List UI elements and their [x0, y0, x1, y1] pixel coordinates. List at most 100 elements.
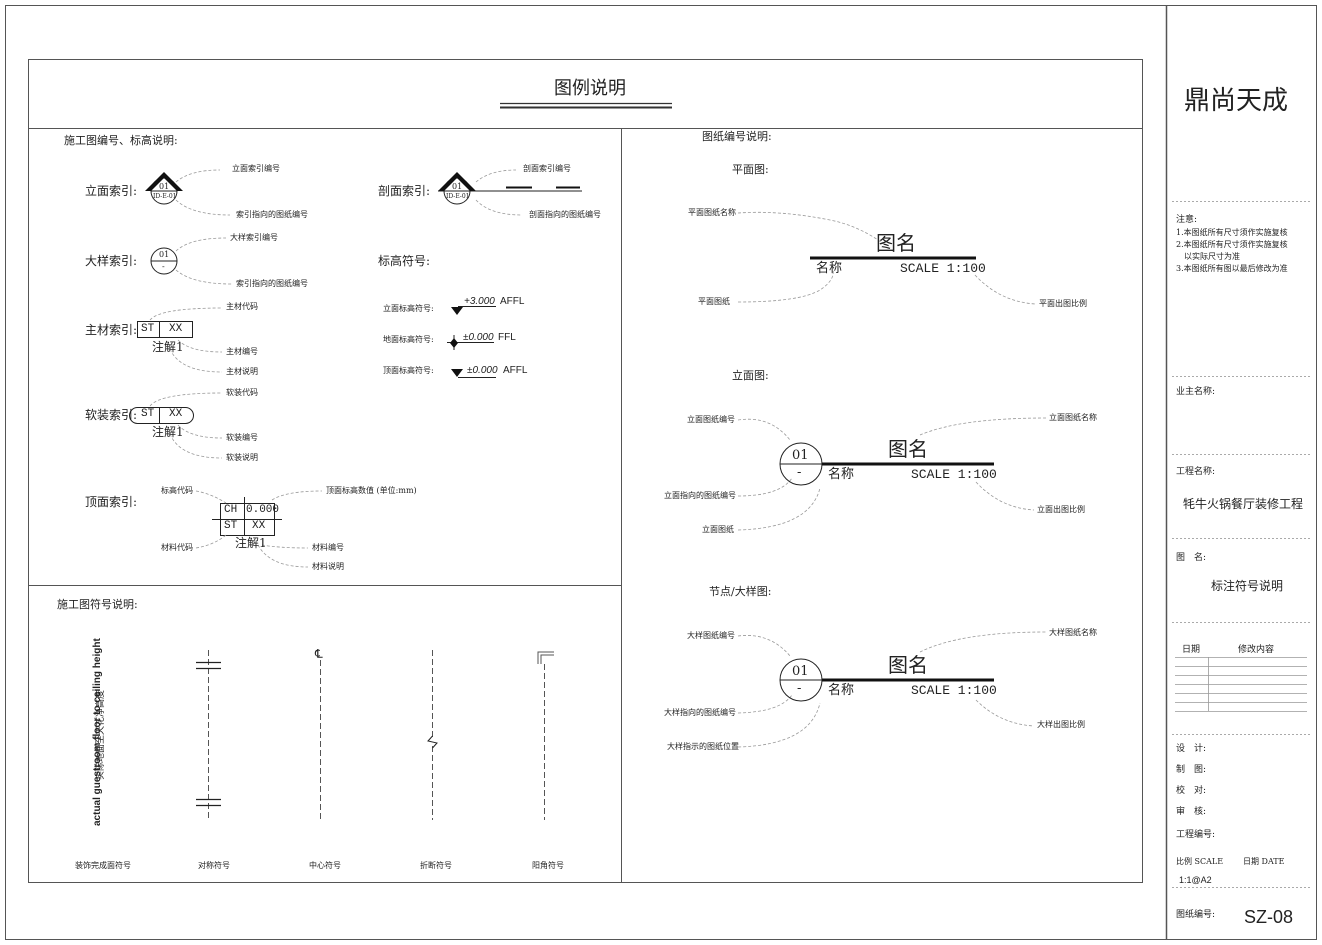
elev-num: 01: [792, 448, 809, 463]
drawing-label: 图 名:: [1176, 553, 1207, 563]
soft-index-note: 注解1: [152, 425, 184, 439]
section-index-note-top: 剖面索引编号: [523, 164, 571, 173]
section-index-note-bottom: 剖面指向的图纸编号: [529, 210, 601, 219]
revision-date-header: 日期: [1182, 645, 1201, 655]
reviewer-label: 审 核:: [1176, 807, 1207, 817]
drafter-label: 制 图:: [1176, 765, 1207, 775]
legend-title: 图例说明: [554, 78, 626, 99]
soft-note-desc: 软装说明: [226, 453, 258, 462]
project-label: 工程名称:: [1176, 467, 1216, 477]
finish-vertical-en: actual guestroom floor to ceiling height: [92, 638, 103, 826]
plan-title: 图名: [876, 231, 916, 255]
section-title-sheets: 图纸编号说明:: [702, 130, 772, 143]
ceiling-index-num: XX: [252, 520, 266, 532]
designer-label: 设 计:: [1176, 744, 1207, 754]
note-1: 1.本图纸所有尺寸须作实施复核: [1176, 228, 1288, 237]
note-3: 3.本图纸所有图以最后修改为准: [1176, 264, 1288, 273]
corner-symbol-label: 阳角符号: [532, 861, 564, 870]
floor-level-suffix: FFL: [498, 332, 516, 343]
floor-level-value: ±0.000: [463, 332, 494, 343]
center-symbol-label: 中心符号: [309, 861, 341, 870]
date-label: 日期 DATE: [1243, 857, 1285, 866]
revision-content-header: 修改内容: [1238, 645, 1275, 655]
sheet-no-label: 图纸编号:: [1176, 910, 1216, 920]
elev-target-note: 立面指向的图纸编号: [664, 491, 736, 500]
owner-label: 业主名称:: [1176, 387, 1216, 397]
elev-scale-note: 立面出图比例: [1037, 505, 1085, 514]
detail-num: 01: [792, 664, 809, 679]
elev-index-label: 立面索引:: [85, 184, 138, 198]
ceil-level-suffix: AFFL: [503, 365, 528, 376]
ceiling-note-value: 顶面标高数值 (单位:mm): [326, 486, 417, 495]
elev-title: 图名: [888, 437, 928, 461]
section-index-sheet: ID-E-01: [446, 193, 470, 200]
ceiling-note-mat-desc: 材料说明: [312, 562, 344, 571]
plan-scale: SCALE 1:100: [900, 261, 986, 276]
detail-title-note: 大样图纸名称: [1049, 628, 1097, 637]
soft-note-code: 软装代码: [226, 388, 258, 397]
detail-scale: SCALE 1:100: [911, 683, 997, 698]
elev-sheet-note: 立面图纸: [702, 525, 734, 534]
ceiling-note-level-code: 标高代码: [161, 486, 193, 495]
elev-label: 立面图:: [732, 369, 769, 382]
soft-index-label: 软装索引:: [85, 408, 138, 422]
elev-index-note-bottom: 索引指向的图纸编号: [236, 210, 308, 219]
detail-pos-note: 大样指示的图纸位置: [667, 742, 739, 751]
section-title-symbols: 施工图符号说明:: [57, 598, 138, 611]
sheet-no: SZ-08: [1244, 907, 1294, 927]
elev-index-sheet: ID-E-01: [153, 193, 177, 200]
project-name: 牦牛火锅餐厅装修工程: [1183, 497, 1304, 511]
ceiling-index-height: 0.000: [246, 504, 280, 516]
checker-label: 校 对:: [1176, 786, 1207, 796]
finish-symbol-label: 装饰完成面符号: [75, 861, 131, 870]
floor-level-label: 地面标高符号:: [383, 335, 434, 344]
detail-num-note: 大样图纸编号: [687, 631, 735, 640]
elev-sheet: -: [797, 465, 802, 480]
material-note-desc: 主材说明: [226, 367, 258, 376]
material-note-code: 主材代码: [226, 302, 258, 311]
material-index-num: XX: [169, 323, 183, 335]
detail-index-note-bottom: 索引指向的图纸编号: [236, 279, 308, 288]
plan-scale-note: 平面出图比例: [1039, 299, 1087, 308]
centerline-mark: ℄: [315, 647, 323, 661]
plan-sheet-note: 平面图纸: [698, 297, 730, 306]
level-symbol-label: 标高符号:: [378, 254, 431, 268]
plan-label: 平面图:: [732, 163, 769, 176]
note-2-cont: 以实际尺寸为准: [1184, 252, 1240, 261]
detail-target-note: 大样指向的图纸编号: [664, 708, 736, 717]
wall-level-suffix: AFFL: [500, 296, 525, 307]
material-index-note: 注解1: [152, 340, 184, 354]
break-symbol-label: 折断符号: [420, 861, 452, 870]
elev-index-note-top: 立面索引编号: [232, 164, 280, 173]
company-name: 鼎尚天成: [1184, 86, 1289, 116]
elev-index-num: 01: [159, 182, 170, 191]
material-index-label: 主材索引:: [85, 323, 138, 337]
section-title-index: 施工图编号、标高说明:: [64, 134, 178, 147]
ceiling-index-label: 顶面索引:: [85, 495, 138, 509]
detail-index-label: 大样索引:: [85, 254, 138, 268]
ceiling-index-ch: CH: [224, 504, 238, 516]
soft-index-code: ST: [141, 408, 155, 420]
drawing-name: 标注符号说明: [1211, 579, 1284, 593]
project-no-label: 工程编号:: [1176, 830, 1216, 840]
detail-label: 节点/大样图:: [709, 585, 772, 598]
ceiling-index-note: 注解1: [235, 536, 267, 550]
section-index-num: 01: [452, 182, 463, 191]
detail-index-sheet: -: [162, 262, 165, 271]
notes-title: 注意:: [1176, 215, 1198, 225]
wall-level-label: 立面标高符号:: [383, 304, 434, 313]
elev-scale: SCALE 1:100: [911, 467, 997, 482]
plan-name-note: 平面图纸名称: [688, 208, 736, 217]
detail-sub: 名称: [828, 683, 855, 698]
material-index-code: ST: [141, 323, 155, 335]
wall-level-value: +3.000: [464, 296, 495, 307]
symmetry-symbol-label: 对称符号: [198, 861, 230, 870]
note-2: 2.本图纸所有尺寸须作实施复核: [1176, 240, 1288, 249]
scale-label: 比例 SCALE: [1176, 857, 1224, 866]
soft-note-num: 软装编号: [226, 433, 258, 442]
detail-index-note-top: 大样索引编号: [230, 233, 278, 242]
soft-index-num: XX: [169, 408, 183, 420]
detail-index-num: 01: [159, 250, 170, 259]
